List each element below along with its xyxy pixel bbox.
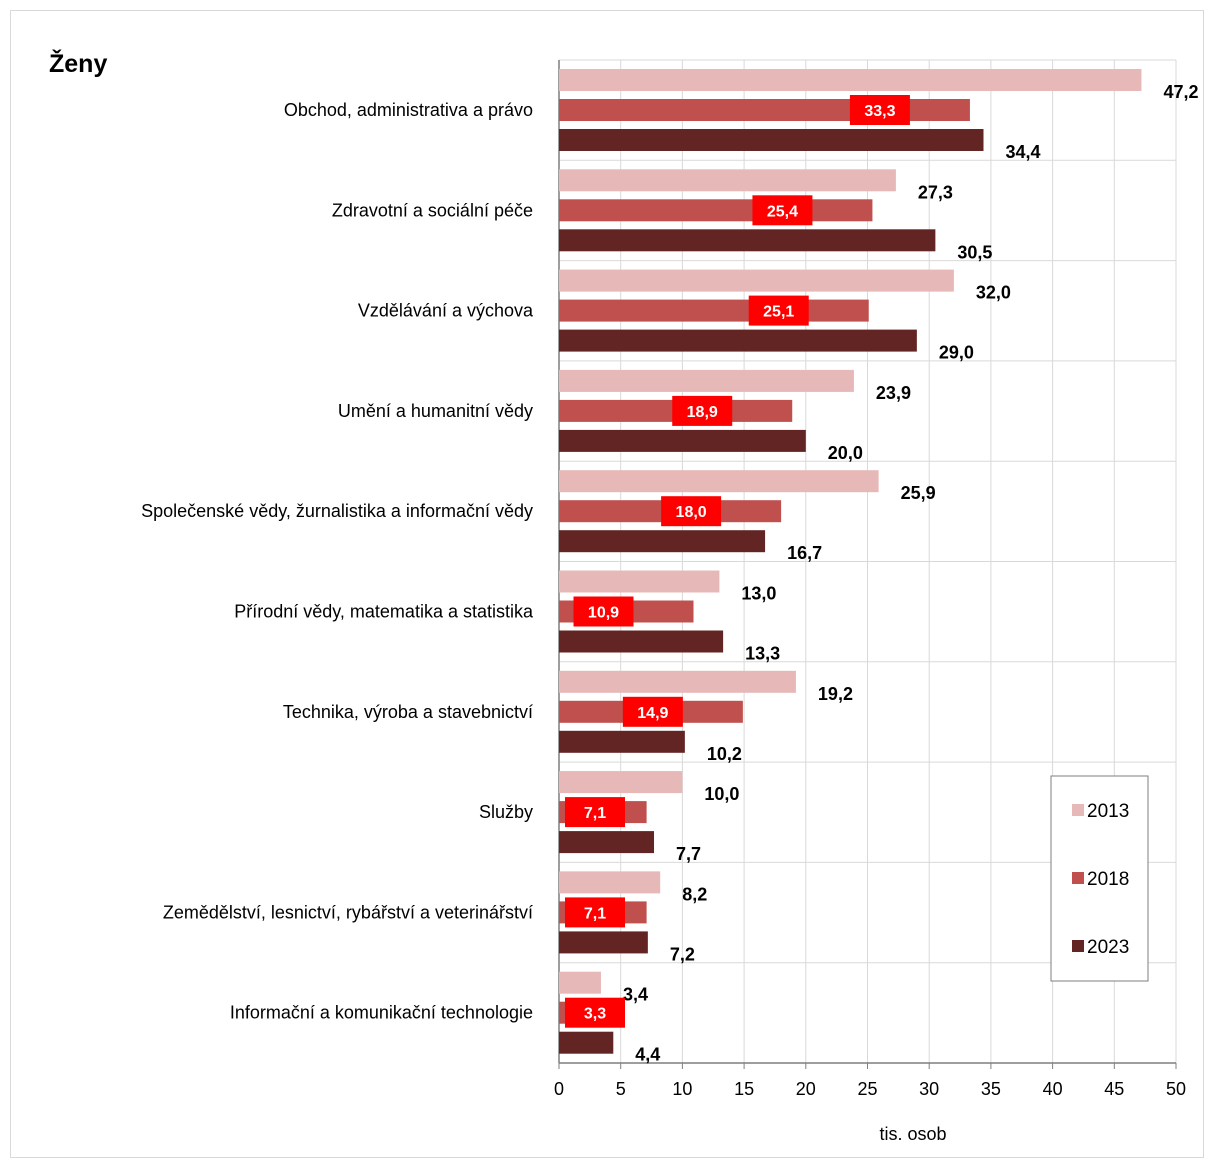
category-label: Zemědělství, lesnictví, rybářství a vete… — [163, 902, 533, 922]
data-label: 33,3 — [864, 103, 895, 120]
data-label: 7,2 — [670, 944, 695, 964]
bar-2023 — [559, 229, 936, 252]
data-label: 7,1 — [584, 805, 606, 822]
x-tick-label: 25 — [857, 1079, 877, 1099]
x-tick-label: 45 — [1104, 1079, 1124, 1099]
data-label-box — [672, 395, 733, 426]
data-label: 3,4 — [623, 985, 648, 1005]
data-label: 27,3 — [918, 182, 953, 202]
category-label: Vzdělávání a výchova — [358, 301, 534, 321]
bar-2013 — [559, 570, 720, 593]
bar-2013 — [559, 470, 879, 493]
legend-box — [1050, 775, 1149, 982]
data-label: 25,1 — [763, 304, 794, 321]
data-label: 8,2 — [682, 884, 707, 904]
category-label: Společenské vědy, žurnalistika a informa… — [141, 501, 533, 521]
data-label: 7,7 — [676, 844, 701, 864]
data-label: 23,9 — [876, 383, 911, 403]
data-label: 29,0 — [939, 343, 974, 363]
x-tick-label: 30 — [919, 1079, 939, 1099]
data-label: 4,4 — [635, 1045, 660, 1065]
data-label: 25,9 — [901, 483, 936, 503]
x-axis-label: tis. osob — [879, 1124, 946, 1144]
category-label: Zdravotní a sociální péče — [332, 200, 533, 220]
data-label: 32,0 — [976, 283, 1011, 303]
chart-frame — [10, 10, 1204, 1158]
category-label: Umění a humanitní vědy — [338, 401, 533, 421]
data-label-box — [565, 997, 625, 1028]
data-label: 25,4 — [767, 203, 798, 220]
legend-swatch-2013 — [1072, 804, 1084, 816]
legend-label: 2023 — [1087, 937, 1129, 958]
x-tick-label: 15 — [734, 1079, 754, 1099]
bar-2023 — [559, 730, 685, 753]
x-tick-label: 50 — [1166, 1079, 1186, 1099]
bar-2013 — [559, 670, 796, 693]
legend-swatch-2018 — [1072, 872, 1084, 884]
data-label: 18,9 — [687, 404, 718, 421]
bar-2013 — [559, 871, 661, 894]
data-label: 30,5 — [957, 242, 992, 262]
bar-2013 — [559, 269, 954, 292]
bar-2018 — [559, 299, 869, 322]
data-label-box — [752, 195, 813, 226]
bar-2013 — [559, 971, 601, 994]
bar-2013 — [559, 169, 896, 192]
data-label: 3,3 — [584, 1006, 606, 1023]
bar-2023 — [559, 530, 766, 553]
bar-2023 — [559, 1031, 614, 1054]
data-label: 14,9 — [637, 705, 668, 722]
data-label: 10,9 — [588, 605, 619, 622]
bar-2013 — [559, 69, 1142, 91]
chart-title: Ženy — [49, 50, 108, 78]
data-label: 10,0 — [704, 784, 739, 804]
category-label: Přírodní vědy, matematika a statistika — [234, 602, 534, 622]
bar-2023 — [559, 630, 724, 653]
x-tick-label: 20 — [796, 1079, 816, 1099]
category-label: Technika, výroba a stavebnictví — [283, 702, 533, 722]
bar-2023 — [559, 329, 917, 352]
bar-2018 — [559, 199, 873, 222]
data-label-box — [565, 897, 625, 928]
x-tick-label: 5 — [616, 1079, 626, 1099]
bar-2023 — [559, 129, 984, 151]
data-label-box — [661, 496, 722, 527]
x-tick-label: 35 — [981, 1079, 1001, 1099]
data-label: 7,1 — [584, 905, 606, 922]
data-label-box — [565, 797, 625, 828]
bar-2023 — [559, 931, 648, 954]
data-label: 18,0 — [676, 504, 707, 521]
data-label-box — [573, 596, 634, 627]
data-label-box — [849, 95, 910, 125]
x-tick-label: 0 — [554, 1079, 564, 1099]
bar-2013 — [559, 369, 854, 392]
legend-swatch-2023 — [1072, 940, 1084, 952]
bar-2023 — [559, 831, 655, 854]
legend-label: 2013 — [1087, 801, 1129, 822]
data-label: 13,0 — [741, 584, 776, 604]
x-tick-label: 40 — [1043, 1079, 1063, 1099]
data-label: 16,7 — [787, 543, 822, 563]
data-label-box — [622, 696, 683, 727]
bar-2013 — [559, 771, 683, 794]
category-label: Obchod, administrativa a právo — [284, 100, 533, 120]
data-label: 19,2 — [818, 684, 853, 704]
data-label: 47,2 — [1163, 82, 1198, 102]
data-label: 13,3 — [745, 644, 780, 664]
category-label: Služby — [479, 802, 533, 822]
data-label: 34,4 — [1005, 142, 1040, 162]
data-label: 20,0 — [828, 443, 863, 463]
legend-label: 2018 — [1087, 869, 1129, 890]
category-label: Informační a komunikační technologie — [230, 1003, 533, 1023]
data-label: 10,2 — [707, 744, 742, 764]
bar-2023 — [559, 429, 806, 452]
data-label-box — [748, 295, 809, 326]
x-tick-label: 10 — [672, 1079, 692, 1099]
